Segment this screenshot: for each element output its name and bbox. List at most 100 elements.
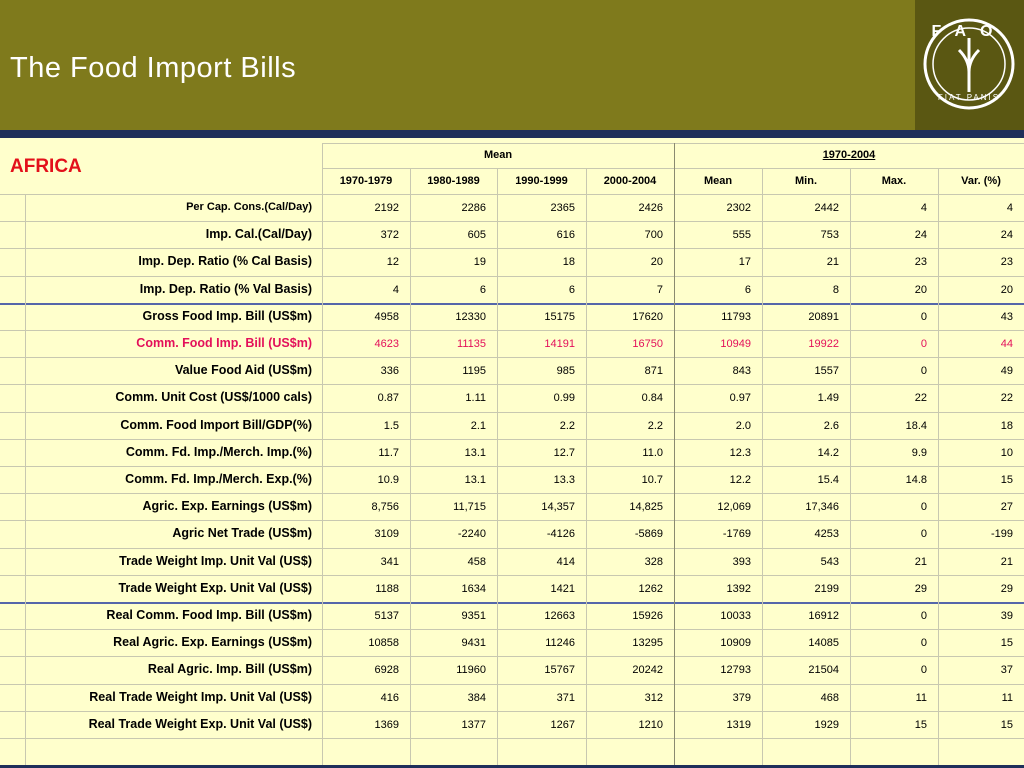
row-label: Imp. Dep. Ratio (% Cal Basis) [138,254,312,269]
grid-line [0,438,1024,440]
grid-line [497,168,498,766]
row-label: Comm. Food Import Bill/GDP(%) [120,417,312,432]
table-cell: 43 [1000,310,1013,323]
grid-line [0,683,1024,685]
column-header: Min. [795,175,817,187]
logo-text: FAO [932,23,1007,40]
table-cell: 23 [1000,256,1013,269]
table-cell: 1267 [550,718,575,731]
table-cell: 13.1 [464,474,486,486]
table-cell: 371 [556,691,575,704]
table-cell: 15.4 [817,474,839,486]
table-cell: 12.2 [729,474,751,486]
row-label: Per Cap. Cons.(Cal/Day) [186,201,312,213]
table-cell: 1634 [461,582,486,595]
table-cell: 0.87 [377,392,399,405]
table-cell: 17 [738,256,751,269]
grid-line [0,221,1024,223]
table-cell: 1195 [462,365,486,378]
table-cell: 8 [832,283,839,296]
grid-line [0,493,1024,495]
table-cell: 1.49 [817,392,839,405]
table-cell: 20 [914,283,927,296]
table-cell: 19 [473,256,486,269]
table-cell: 21 [826,256,839,269]
row-label: Real Trade Weight Exp. Unit Val (US$) [88,716,312,731]
table-cell: 15 [1000,474,1013,486]
table-cell: 616 [556,229,575,242]
table-cell: 0 [920,501,927,514]
table-cell: 17,346 [805,501,839,514]
table-cell: 15 [1000,718,1013,731]
table-cell: 10.9 [377,474,399,486]
table-cell: 10.7 [641,474,663,486]
table-cell: 0.99 [553,392,575,405]
table-cell: 11246 [545,637,575,650]
table-cell: 843 [732,365,751,378]
table-cell: 22 [1000,392,1013,405]
table-cell: -4126 [546,528,575,541]
logo-ring [932,27,1006,101]
table-cell: 14,825 [629,501,663,514]
table-cell: 22 [914,392,927,405]
grid-line [0,330,1024,331]
logo-wheat [957,38,981,92]
table-cell: 10858 [368,637,399,650]
table-cell: 14,357 [541,501,575,514]
row-label: Real Agric. Exp. Earnings (US$m) [113,635,312,650]
table-cell: 12.7 [553,446,575,459]
table-cell: 16750 [632,338,663,350]
logo-emblem: FAO FIAT PANIS [923,18,1015,110]
table-cell: 12 [386,256,399,269]
footer-rule [0,765,1024,768]
table-cell: 372 [380,229,399,242]
grid-line [0,602,1024,604]
table-cell: 2.2 [559,419,575,432]
table-cell: 543 [820,555,839,568]
table-cell: 1929 [814,718,839,731]
grid-line [0,248,1024,250]
table-cell: 4623 [374,338,399,350]
table-cell: 0.84 [641,392,663,405]
grid-line [25,194,26,766]
table-cell: 11,715 [453,501,486,514]
table-cell: 4958 [374,310,399,323]
header-band: The Food Import Bills FAO FIAT PANIS [0,0,1024,130]
table-cell: 1188 [375,582,399,595]
row-label: Comm. Fd. Imp./Merch. Exp.(%) [125,472,312,486]
row-label: Imp. Dep. Ratio (% Val Basis) [139,281,312,296]
table-cell: 15 [914,718,927,731]
table-cell: 6 [744,283,751,296]
table-cell: 0.97 [729,392,751,405]
row-label: Comm. Food Imp. Bill (US$m) [136,336,312,350]
table-cell: 2.0 [735,419,751,432]
table-cell: 18 [1000,419,1013,432]
table-cell: 13.1 [464,446,486,459]
grid-line [322,168,1024,169]
table-cell: 15767 [544,664,575,677]
table-cell: 39 [1000,610,1013,622]
table-cell: 27 [1000,501,1013,514]
table-cell: 10909 [720,637,751,650]
table-cell: 2426 [638,202,663,214]
header-rule [0,130,1024,138]
table-cell: 0 [920,664,927,677]
grid-line [322,143,323,766]
table-cell: 10033 [720,610,751,622]
column-header: 2000-2004 [603,175,657,187]
table-cell: 6 [479,283,486,296]
table-cell: 4 [920,202,927,214]
grid-line [0,275,1024,277]
table-cell: 4 [392,283,399,296]
table-cell: 9431 [461,637,486,650]
table-cell: 336 [380,365,399,378]
table-cell: 21 [914,555,927,568]
grid-line [762,168,763,766]
table-cell: 384 [467,691,486,704]
table-cell: 6 [568,283,575,296]
table-cell: 416 [380,691,399,704]
row-label: Value Food Aid (US$m) [174,363,312,378]
grid-line [0,466,1024,467]
grid-line [0,738,1024,739]
table-cell: 1421 [550,582,575,595]
